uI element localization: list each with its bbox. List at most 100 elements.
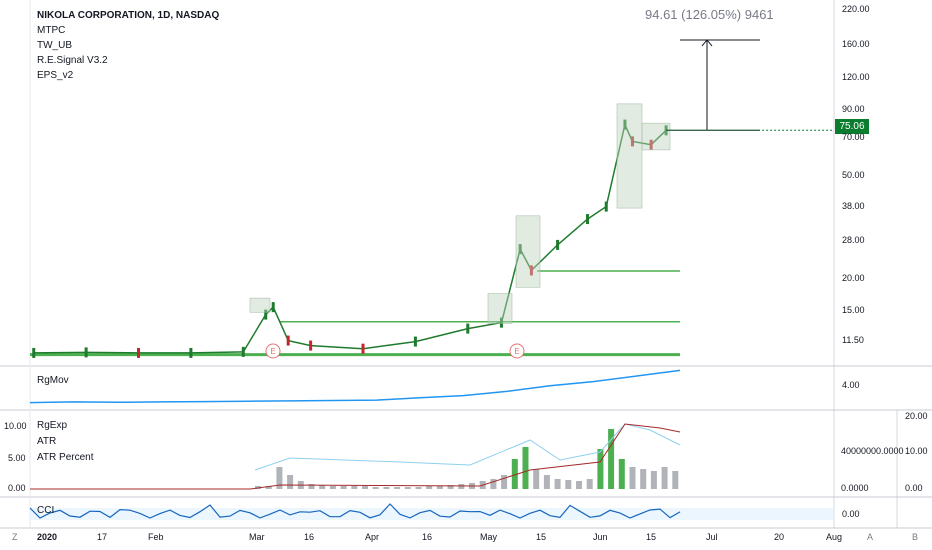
atr-line: [254, 423, 681, 471]
volume-bar: [383, 487, 390, 489]
time-axis-tick: 16: [304, 532, 315, 542]
volume-bar: [661, 467, 668, 489]
last-price-tag: 75.06: [835, 119, 869, 134]
indicator-eps[interactable]: EPS_v2: [37, 70, 74, 81]
earnings-marker-label: E: [270, 347, 275, 356]
volume-bar: [650, 471, 657, 489]
volume-bar: [276, 467, 283, 489]
time-axis-tick: 17: [97, 532, 108, 542]
volume-bar: [490, 479, 497, 489]
earnings-marker-label: E: [514, 347, 519, 356]
price-axis-tick: 90.00: [842, 103, 865, 114]
price-candle: [271, 302, 275, 313]
volume-bar: [608, 429, 615, 489]
price-candle: [309, 340, 313, 351]
price-candle: [518, 244, 522, 255]
measure-arrow-head: [701, 39, 713, 47]
time-axis-tick: Jun: [593, 532, 608, 542]
price-axis-tick: 38.00: [842, 200, 865, 211]
volume-bar: [394, 487, 401, 489]
rgexp-right-tick: 10.00: [905, 446, 928, 456]
time-axis-tick: 2020: [37, 532, 58, 542]
time-axis-tick: Jul: [706, 532, 718, 542]
time-axis-tick: Aug: [826, 532, 843, 542]
price-candle: [556, 239, 560, 250]
price-axis-tick: 120.00: [842, 71, 870, 82]
volume-bar: [597, 449, 604, 489]
price-candle: [189, 347, 193, 358]
price-axis-tick: 28.00: [842, 234, 865, 245]
price-candle: [466, 323, 470, 334]
indicator-tw-ub[interactable]: TW_UB: [37, 40, 72, 51]
price-candle: [264, 309, 268, 320]
time-axis-tick: 20: [774, 532, 785, 542]
consolidation-box: [487, 293, 513, 324]
auto-scale-button[interactable]: A: [867, 532, 874, 542]
time-axis-tick: Apr: [365, 532, 380, 542]
price-candle: [630, 136, 634, 147]
chart-legend: NIKOLA CORPORATION, 1D, NASDAQ MTPC TW_U…: [37, 8, 219, 83]
rgexp-left-tick: 5.00: [8, 453, 26, 463]
rgexp-line: [30, 423, 681, 490]
price-axis-tick: 70.00: [842, 132, 865, 143]
atr-percent-label[interactable]: ATR Percent: [37, 452, 94, 463]
indicator-re-signal[interactable]: R.E.Signal V3.2: [37, 55, 108, 66]
price-candle: [413, 336, 417, 347]
rgexp-label[interactable]: RgExp: [37, 420, 68, 431]
cci-label[interactable]: CCI: [37, 505, 55, 516]
price-axis-tick: 11.50: [842, 334, 864, 345]
zoom-button[interactable]: Z: [12, 532, 18, 542]
rgmov-line: [29, 369, 681, 404]
price-axis-tick: 220.00: [842, 3, 870, 14]
consolidation-box: [515, 215, 541, 288]
volume-bar: [618, 459, 625, 489]
price-series-line: [33, 122, 667, 354]
price-axis-tick: 15.00: [842, 304, 865, 315]
volume-bar: [447, 485, 454, 489]
volume-bar: [426, 486, 433, 489]
volume-bar: [501, 475, 508, 489]
rgexp-right-tick: 0.00: [905, 483, 923, 493]
volume-bar: [340, 486, 347, 489]
price-candle: [32, 347, 36, 358]
atr-label[interactable]: ATR: [37, 436, 57, 447]
time-axis-tick: 15: [646, 532, 657, 542]
volume-bar: [672, 471, 679, 489]
earnings-marker: [509, 343, 525, 359]
volume-bar: [329, 486, 336, 489]
rgexp-mid-tick: 0.0000: [841, 483, 869, 493]
time-axis-tick: Mar: [249, 532, 265, 542]
price-candle: [241, 346, 245, 357]
rgexp-mid-tick: 40000000.0000: [841, 446, 904, 456]
volume-bar: [351, 486, 358, 489]
rgexp-left-tick: 10.00: [4, 421, 27, 431]
volume-bar: [404, 487, 411, 489]
price-candle: [586, 214, 590, 225]
rgexp-right-tick: 20.00: [905, 411, 928, 421]
measure-readout: 94.61 (126.05%) 9461: [645, 7, 774, 22]
volume-bar: [458, 484, 465, 489]
consolidation-box: [641, 122, 671, 151]
log-scale-button[interactable]: B: [912, 532, 919, 542]
volume-bar: [565, 480, 572, 489]
volume-bar: [308, 484, 315, 489]
volume-bar: [415, 487, 422, 489]
price-candle: [361, 343, 365, 354]
rgmov-axis-tick: 4.00: [842, 380, 860, 390]
time-axis-tick: 15: [536, 532, 547, 542]
volume-bar: [319, 485, 326, 489]
indicator-mtpc[interactable]: MTPC: [37, 25, 66, 36]
rgmov-label[interactable]: RgMov: [37, 375, 69, 386]
time-axis-tick: Feb: [148, 532, 164, 542]
volume-bar: [543, 475, 550, 489]
price-candle: [286, 335, 290, 346]
volume-bar: [640, 469, 647, 489]
volume-bar: [554, 479, 561, 489]
price-candle: [84, 347, 88, 358]
volume-bar: [522, 447, 529, 489]
volume-bar: [576, 481, 582, 489]
time-axis-tick: 16: [422, 532, 433, 542]
price-axis-tick: 160.00: [842, 39, 870, 50]
volume-bar: [372, 487, 379, 489]
